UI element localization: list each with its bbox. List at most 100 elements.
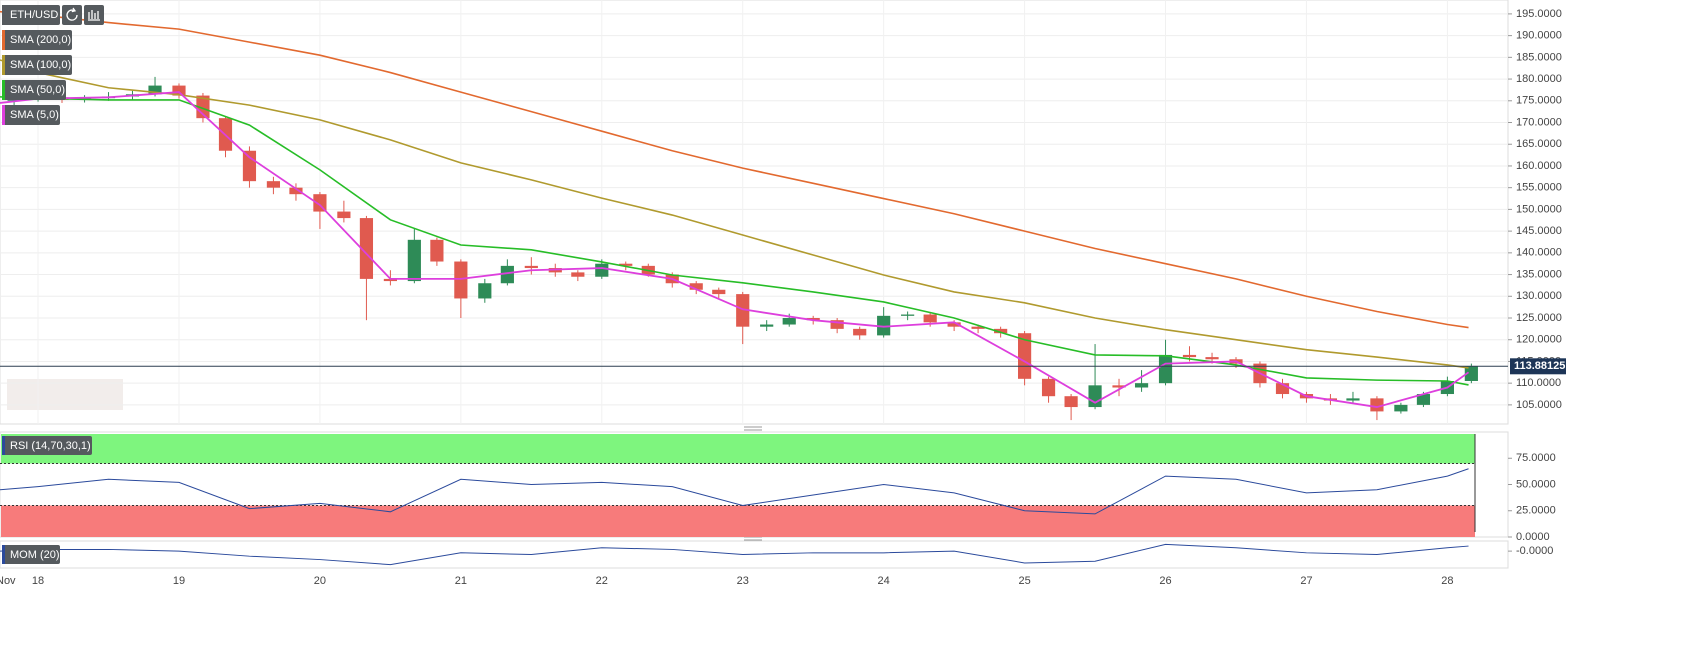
y-tick-label: 110.0000 xyxy=(1516,377,1561,389)
indicator-line xyxy=(0,468,1469,515)
panel-handle xyxy=(744,426,762,431)
candle-body xyxy=(901,314,915,316)
legend-label: SMA (5,0) xyxy=(10,109,59,121)
x-tick-label: 19 xyxy=(173,575,185,587)
month-label: Nov xyxy=(0,575,16,587)
y-tick-label: 175.0000 xyxy=(1516,95,1562,107)
toolbar-button[interactable] xyxy=(84,5,104,25)
candle-body xyxy=(1088,385,1102,408)
candle-body xyxy=(289,187,303,195)
y-tick-label: -0.0000 xyxy=(1516,545,1553,557)
candle-body xyxy=(736,294,750,327)
x-tick-label: 18 xyxy=(32,575,44,587)
candle-body xyxy=(1205,357,1219,360)
legend-label: ETH/USD xyxy=(10,9,58,21)
candle-body xyxy=(1158,354,1173,384)
candle-body xyxy=(359,218,374,279)
y-tick-label: 135.0000 xyxy=(1516,268,1562,280)
sma-line xyxy=(0,96,1469,386)
y-tick-label: 25.0000 xyxy=(1516,505,1556,517)
candle-body xyxy=(595,263,609,277)
candle-body xyxy=(1275,383,1290,395)
y-tick-label: 145.0000 xyxy=(1516,225,1562,237)
bars-icon xyxy=(88,10,100,21)
y-tick-label: 120.0000 xyxy=(1516,334,1562,346)
candle-body xyxy=(1182,354,1197,358)
candle-body xyxy=(877,315,891,336)
legend-swatch xyxy=(2,30,5,50)
candle-body xyxy=(712,289,726,295)
y-tick-label: 105.0000 xyxy=(1516,399,1562,411)
candle-body xyxy=(196,95,210,119)
y-tick-label: 185.0000 xyxy=(1516,51,1562,63)
overbought-band xyxy=(1,434,1475,464)
candle-body xyxy=(571,272,585,277)
candle-body xyxy=(1394,404,1408,412)
refresh-icon xyxy=(66,7,78,21)
legend-chip xyxy=(2,105,60,125)
legend-swatch xyxy=(2,5,5,25)
candle-body xyxy=(337,211,351,219)
legend-chip xyxy=(2,5,60,25)
legend-label: SMA (100,0) xyxy=(10,59,71,71)
sma-line xyxy=(0,91,1470,408)
y-tick-label: 125.0000 xyxy=(1516,312,1562,324)
legend-chip xyxy=(2,436,92,455)
x-tick-label: 23 xyxy=(737,575,749,587)
y-tick-label: 190.0000 xyxy=(1516,30,1562,42)
x-tick-label: 22 xyxy=(596,575,608,587)
candle-body xyxy=(148,85,162,95)
candle-body xyxy=(1134,383,1149,388)
sma-line xyxy=(0,10,1469,329)
y-tick-label: 165.0000 xyxy=(1516,138,1562,150)
candle-body xyxy=(383,278,397,282)
candle-body xyxy=(782,318,796,325)
legend-label: RSI (14,70,30,1) xyxy=(10,440,91,452)
candle-body xyxy=(1464,366,1478,381)
candle-body xyxy=(1018,333,1032,379)
panel-handle xyxy=(744,536,762,541)
legend-chip xyxy=(2,545,60,564)
legend-swatch xyxy=(2,545,5,564)
legend-swatch xyxy=(2,80,5,100)
candle-body xyxy=(1346,398,1360,401)
candle-body xyxy=(830,320,844,329)
x-tick-label: 24 xyxy=(878,575,890,587)
y-tick-label: 195.0000 xyxy=(1516,8,1562,20)
legend-chip xyxy=(2,30,72,50)
candle-body xyxy=(1112,385,1126,388)
candle-body xyxy=(1041,378,1056,397)
y-tick-label: 130.0000 xyxy=(1516,290,1562,302)
legend-label: SMA (50,0) xyxy=(10,84,65,96)
candle-body xyxy=(619,263,633,266)
candle-body xyxy=(947,322,961,327)
candle-body xyxy=(242,150,257,182)
candle-body xyxy=(1416,394,1431,405)
x-tick-label: 21 xyxy=(455,575,467,587)
legend-swatch xyxy=(2,55,5,75)
y-tick-label: 0.0000 xyxy=(1516,531,1550,543)
sma-line xyxy=(0,59,1469,369)
x-tick-label: 25 xyxy=(1018,575,1030,587)
legend-label: SMA (200,0) xyxy=(10,34,71,46)
candle-body xyxy=(172,85,186,96)
candle-body xyxy=(454,261,468,299)
candle-body xyxy=(407,239,421,282)
legend-swatch xyxy=(2,436,5,455)
legend-chip xyxy=(2,80,66,100)
y-tick-label: 160.0000 xyxy=(1516,160,1562,172)
x-tick-label: 28 xyxy=(1441,575,1453,587)
y-tick-label: 50.0000 xyxy=(1516,478,1556,490)
y-tick-label: 180.0000 xyxy=(1516,73,1562,85)
candle-body xyxy=(923,314,937,323)
oversold-band xyxy=(1,505,1475,537)
x-tick-label: 26 xyxy=(1159,575,1171,587)
candle-body xyxy=(760,324,774,327)
refresh-button[interactable] xyxy=(62,5,82,25)
last-price-label: 113.88125 xyxy=(1514,360,1565,372)
candle-body xyxy=(478,283,492,299)
y-tick-label: 75.0000 xyxy=(1516,452,1556,464)
x-tick-label: 27 xyxy=(1300,575,1312,587)
